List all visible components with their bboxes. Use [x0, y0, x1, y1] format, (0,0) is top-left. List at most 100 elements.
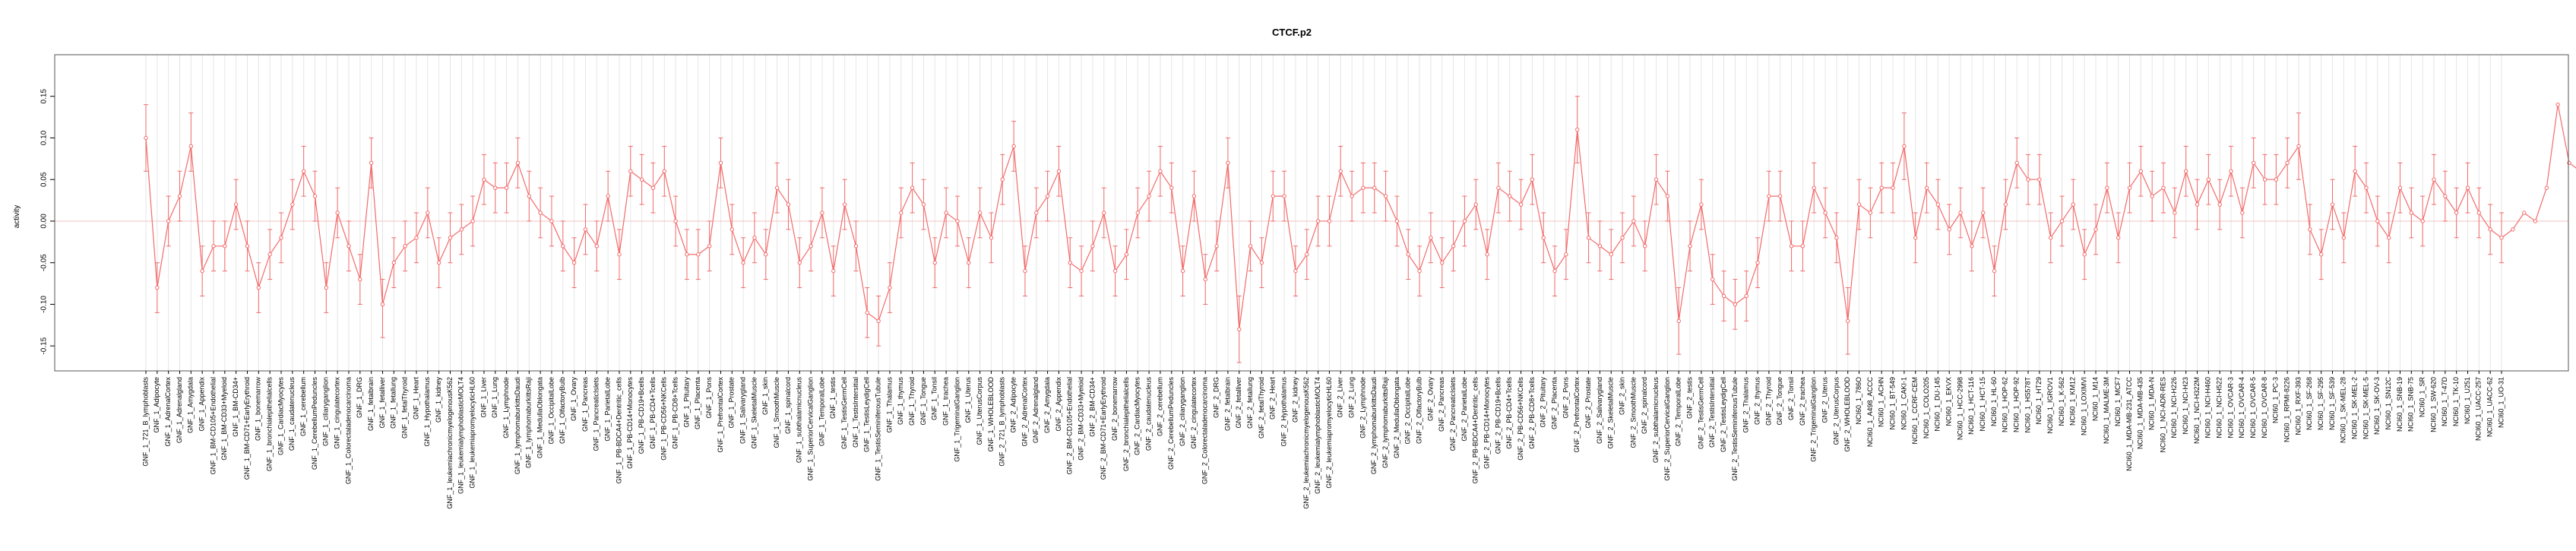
x-tick-label: GNF_1_PancreaticIslets	[593, 377, 600, 451]
error-bars	[144, 96, 2504, 363]
data-point	[1620, 236, 1625, 240]
data-point	[2071, 202, 2076, 207]
x-tick-label: NCI60_1_ACHN	[1878, 377, 1885, 427]
x-tick-label: NCI60_1_NCI-H226	[2170, 377, 2178, 439]
x-tick-label: GNF_1_bonemarrow	[255, 377, 262, 442]
data-point	[955, 219, 960, 223]
data-point	[177, 194, 182, 198]
data-point	[2511, 227, 2515, 232]
data-point	[2330, 202, 2335, 207]
data-point	[1034, 211, 1039, 215]
x-tick-label: GNF_1_PB-CD4+Tcells	[649, 377, 657, 449]
data-point	[301, 169, 306, 173]
data-point	[662, 169, 666, 173]
data-point	[1913, 236, 1918, 240]
x-tick-label: NCI60_1_MDA-MB-435	[2137, 377, 2144, 449]
data-point	[741, 260, 745, 265]
data-point	[2353, 169, 2357, 173]
data-point	[2183, 169, 2188, 173]
data-point	[1372, 185, 1377, 190]
data-point	[2308, 227, 2312, 232]
data-point	[707, 244, 712, 249]
data-point	[888, 285, 892, 290]
grid-layer	[145, 55, 2502, 371]
data-point	[1383, 194, 1388, 198]
x-tick-label: NCI60_1_UO-31	[2497, 377, 2505, 428]
data-point	[1271, 194, 1275, 198]
x-tick-label: GNF_2_UterusCorpus	[1832, 377, 1840, 445]
x-tick-label: GNF_2_PancreaticIslets	[1449, 377, 1457, 451]
data-point	[1530, 177, 1535, 182]
x-tick-label: GNF_1_Tongue	[919, 377, 927, 426]
x-tick-label: GNF_2_Pituitary	[1540, 377, 1547, 428]
x-tick-label: GNF_1_bronchialepithelialcells	[266, 377, 274, 472]
x-tick-label: NCI60_1_HS578T	[2024, 377, 2031, 433]
data-point	[1203, 277, 1207, 282]
x-tick-label: GNF_2_Lymphnode	[1359, 377, 1366, 439]
x-tick-label: GNF_1_AdrenalCortex	[164, 377, 172, 447]
data-point	[696, 252, 701, 257]
data-point	[1496, 185, 1501, 190]
x-tick-label: GNF_2_Placenta	[1550, 377, 1558, 429]
x-tick-label: GNF_1_PB-BDCA4+Dentritic_cells	[615, 377, 622, 484]
data-point	[1248, 244, 1253, 249]
data-point	[1147, 194, 1151, 198]
data-point	[2296, 144, 2301, 149]
x-tick-label: GNF_1_Heart	[412, 377, 419, 420]
data-point	[200, 268, 204, 274]
x-tick-label: GNF_1_trachea	[941, 377, 949, 426]
x-tick-label: GNF_2_skin	[1618, 377, 1625, 415]
data-point	[1789, 244, 1794, 249]
x-tick-label: GNF_2_OlfactoryBulb	[1415, 377, 1422, 444]
data-point	[786, 202, 791, 207]
x-tick-label: GNF_1_TestisLeydigCell	[863, 377, 871, 452]
x-tick-label: NCI60_1_IGROV1	[2046, 377, 2054, 434]
x-tick-label: NCI60_1_COLO205	[1923, 377, 1930, 439]
data-point	[1958, 211, 1963, 215]
x-tick-label: GNF_1_OlfactoryBulb	[559, 377, 566, 444]
data-point	[1981, 211, 1986, 215]
x-tick-label: NCI60_1_SF-539	[2328, 377, 2336, 430]
data-point	[2274, 177, 2279, 182]
data-point	[2285, 160, 2290, 166]
x-tick-label: GNF_1_Adrenalgland	[176, 377, 183, 443]
data-point	[2465, 185, 2470, 190]
data-point	[482, 177, 486, 182]
x-tick-label: GNF_2_Ovary	[1426, 377, 1434, 422]
data-point	[403, 244, 407, 249]
x-tick-label: GNF_2_fetalbrain	[1223, 377, 1231, 431]
x-tick-label: GNF_1_CardiacMyocytes	[277, 377, 284, 456]
x-tick-label: GNF_1_BM-CD34+	[232, 377, 239, 437]
data-point	[820, 211, 824, 215]
data-point	[1327, 219, 1332, 223]
x-tick-label: NCI60_1_HCC-2998	[1956, 377, 1964, 440]
x-tick-label: GNF_2_bronchialepithelialcells	[1122, 377, 1130, 472]
x-tick-label: GNF_1_Lung	[491, 377, 498, 418]
x-tick-label: GNF_1_Pons	[705, 377, 713, 419]
x-tick-label: GNF_1_leukemiapromyelocyticHL60	[469, 377, 476, 489]
data-point	[1924, 185, 1929, 190]
x-tick-label: GNF_1_skin	[761, 377, 769, 415]
x-tick-label: GNF_2_721_B_lymphoblasts	[998, 377, 1006, 467]
x-tick-label: NCI60_1_BT-549	[1888, 377, 1896, 430]
x-tick-label: GNF_2_TestisSeminiferousTubule	[1731, 377, 1739, 481]
x-tick-label: GNF_1_subthalamicnucleus	[796, 377, 803, 464]
data-point	[1305, 252, 1309, 257]
data-point	[932, 260, 937, 265]
data-point	[2150, 194, 2154, 198]
x-tick-label: GNF_1_Thyroid	[908, 377, 916, 426]
data-point	[211, 244, 216, 249]
x-tick-label: GNF_1_Pituitary	[682, 377, 690, 428]
x-tick-label: GNF_2_MedullaOblongata	[1393, 377, 1400, 458]
y-tick-label: -0.05	[40, 254, 49, 271]
x-tick-label: GNF_1_Prostate	[728, 377, 736, 429]
data-point	[267, 252, 272, 257]
data-point	[1226, 160, 1230, 166]
data-point	[650, 185, 656, 190]
x-tick-label: NCI60_1_T-47D	[2441, 377, 2448, 427]
x-tick-label: GNF_2_PB-CD56+NKCells	[1517, 377, 1524, 461]
x-tick-label: GNF_2_TrigeminalGanglion	[1810, 377, 1818, 462]
x-tick-label: GNF_2_PB-CD19+Bcells	[1494, 377, 1502, 454]
data-point	[245, 244, 250, 249]
data-point	[369, 160, 374, 166]
